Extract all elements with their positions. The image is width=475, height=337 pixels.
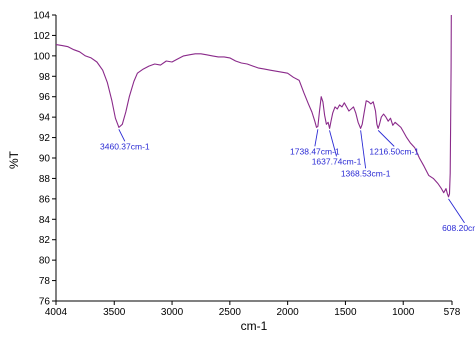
spectrum-line: [55, 14, 452, 198]
y-tick-label: 102: [33, 31, 50, 42]
x-tick-label: 2000: [277, 307, 300, 318]
y-tick-label: 84: [39, 215, 51, 226]
y-tick-label: 80: [39, 256, 51, 267]
x-tick-label: 3500: [103, 307, 126, 318]
y-tick-label: 100: [33, 51, 50, 62]
annotation-leader: [377, 130, 395, 147]
annotation-leader: [118, 129, 126, 142]
annotation-leader: [360, 130, 367, 169]
y-ticks: 76 78 80 82 84 86 88 90 92 94 96 98 100 102 104: [33, 11, 56, 308]
peak-label: 608.20cm-1: [442, 223, 475, 233]
y-tick-label: 94: [39, 113, 51, 124]
x-axis-title: cm-1: [241, 319, 268, 333]
y-tick-label: 92: [39, 133, 51, 144]
x-tick-label: 578: [444, 307, 461, 318]
x-tick-label: 1000: [392, 307, 415, 318]
y-tick-label: 82: [39, 235, 51, 246]
y-tick-label: 86: [39, 194, 51, 205]
peak-label: 1637.74cm-1: [312, 156, 362, 166]
y-tick-label: 98: [39, 72, 51, 83]
y-tick-label: 90: [39, 154, 51, 165]
axes: [55, 15, 452, 302]
series: [55, 14, 452, 198]
x-tick-label: 4004: [45, 307, 68, 318]
y-axis-title: %T: [7, 150, 21, 169]
x-tick-label: 2500: [219, 307, 242, 318]
y-tick-label: 96: [39, 92, 51, 103]
y-tick-label: 76: [39, 297, 51, 308]
peak-label: 1216.50cm-1: [369, 146, 419, 156]
x-ticks: 4004 3500 3000 2500 2000 1500 1000 578: [45, 301, 461, 318]
peak-label: 1368.53cm-1: [341, 168, 391, 178]
x-tick-label: 3000: [161, 307, 184, 318]
annotation-leader: [448, 198, 465, 224]
y-tick-label: 78: [39, 276, 51, 287]
y-tick-label: 88: [39, 174, 51, 185]
x-tick-label: 1500: [334, 307, 357, 318]
peak-label: 3460.37cm-1: [100, 141, 150, 151]
y-tick-label: 104: [33, 11, 50, 22]
annotation-leader: [314, 129, 319, 147]
annotation-leader: [329, 130, 337, 157]
peak-label: 1738.47cm-1: [290, 146, 340, 156]
